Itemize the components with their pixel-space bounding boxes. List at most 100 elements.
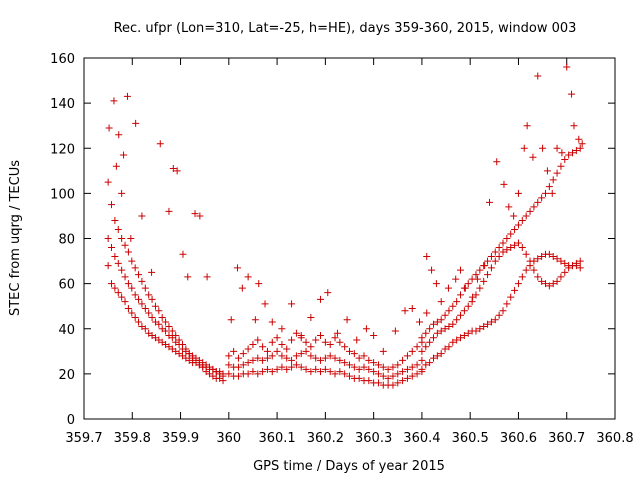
data-point — [111, 216, 119, 224]
data-point — [464, 302, 472, 310]
data-point — [557, 273, 565, 281]
y-tick-label: 40 — [58, 323, 75, 338]
data-point — [441, 325, 449, 333]
x-tick-label: 360.1 — [258, 431, 295, 446]
x-tick-label: 360.2 — [307, 431, 344, 446]
data-point — [394, 361, 402, 369]
data-point — [464, 329, 472, 337]
data-point — [399, 368, 407, 376]
data-point — [249, 368, 257, 376]
data-point — [261, 300, 269, 308]
y-tick-label: 120 — [50, 142, 75, 157]
data-point — [522, 266, 530, 274]
data-point — [499, 239, 507, 247]
data-point — [572, 147, 580, 155]
data-point — [191, 210, 199, 218]
data-point — [326, 352, 334, 360]
data-point — [487, 253, 495, 261]
data-point — [491, 257, 499, 265]
data-point — [259, 343, 267, 351]
data-point — [437, 350, 445, 358]
data-point — [151, 302, 159, 310]
data-point — [307, 368, 315, 376]
data-point — [268, 368, 276, 376]
data-point — [433, 352, 441, 360]
data-point — [507, 293, 515, 301]
data-point — [203, 273, 211, 281]
data-point — [128, 284, 136, 292]
data-point — [538, 194, 546, 202]
data-point — [578, 140, 586, 148]
data-point — [278, 363, 286, 371]
data-point — [576, 257, 584, 265]
data-point — [111, 284, 119, 292]
data-point — [514, 239, 522, 247]
data-point — [302, 365, 310, 373]
x-tick-label: 359.8 — [114, 431, 151, 446]
data-point — [476, 266, 484, 274]
data-point — [145, 309, 153, 317]
data-point — [553, 144, 561, 152]
data-point — [131, 291, 139, 299]
data-point — [539, 144, 547, 152]
data-point — [445, 307, 453, 315]
data-point — [244, 273, 252, 281]
data-point — [336, 356, 344, 364]
data-point — [124, 304, 132, 312]
data-point — [141, 284, 149, 292]
data-point — [394, 370, 402, 378]
data-point — [219, 377, 227, 385]
data-point — [499, 307, 507, 315]
data-point — [343, 316, 351, 324]
data-point — [108, 244, 116, 252]
data-point — [317, 295, 325, 303]
data-point — [557, 162, 565, 170]
data-point — [522, 250, 530, 258]
x-tick-label: 359.7 — [65, 431, 102, 446]
data-point — [138, 212, 146, 220]
data-point — [234, 354, 242, 362]
data-point — [165, 322, 173, 330]
data-point — [495, 311, 503, 319]
data-point — [476, 284, 484, 292]
data-point — [138, 300, 146, 308]
data-point — [115, 131, 123, 139]
data-point — [141, 325, 149, 333]
data-point — [244, 370, 252, 378]
data-point — [350, 350, 358, 358]
data-point — [503, 300, 511, 308]
x-tick-label: 360 — [216, 431, 241, 446]
data-point — [541, 280, 549, 288]
data-point — [104, 178, 112, 186]
data-point — [127, 235, 135, 242]
data-point — [484, 257, 492, 265]
data-point — [244, 359, 252, 367]
data-point — [389, 363, 397, 371]
data-point — [394, 379, 402, 387]
data-point — [292, 329, 300, 337]
data-point — [518, 216, 526, 224]
data-point — [384, 365, 392, 373]
data-point — [346, 372, 353, 380]
data-point — [108, 280, 116, 288]
data-point — [452, 275, 460, 283]
data-point — [484, 271, 492, 279]
data-point — [457, 311, 465, 319]
data-point — [545, 183, 553, 191]
data-point — [326, 368, 334, 376]
data-point — [225, 352, 233, 360]
data-point — [336, 368, 344, 376]
data-point — [449, 302, 457, 310]
data-point — [503, 235, 511, 242]
data-point — [487, 318, 495, 326]
data-point — [379, 372, 387, 380]
data-point — [422, 329, 430, 337]
data-point — [165, 207, 173, 215]
data-point — [429, 334, 437, 342]
x-tick-label: 360.3 — [355, 431, 392, 446]
data-point — [341, 359, 349, 367]
data-point — [128, 257, 136, 265]
data-point — [558, 149, 566, 157]
data-point — [514, 221, 522, 229]
data-point — [576, 144, 584, 152]
